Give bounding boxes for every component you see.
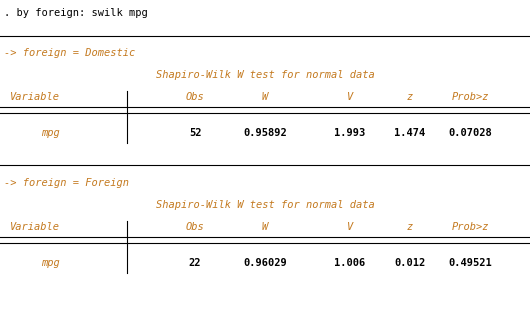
Text: 0.96029: 0.96029	[243, 258, 287, 268]
Text: -> foreign = Domestic: -> foreign = Domestic	[4, 48, 135, 58]
Text: Obs: Obs	[186, 222, 205, 232]
Text: 1.006: 1.006	[334, 258, 366, 268]
Text: Variable: Variable	[10, 222, 60, 232]
Text: 22: 22	[189, 258, 201, 268]
Text: Shapiro-Wilk W test for normal data: Shapiro-Wilk W test for normal data	[156, 70, 374, 80]
Text: 1.474: 1.474	[394, 128, 426, 138]
Text: Shapiro-Wilk W test for normal data: Shapiro-Wilk W test for normal data	[156, 200, 374, 210]
Text: 0.012: 0.012	[394, 258, 426, 268]
Text: . by foreign: swilk mpg: . by foreign: swilk mpg	[4, 8, 148, 18]
Text: Variable: Variable	[10, 92, 60, 102]
Text: mpg: mpg	[41, 128, 60, 138]
Text: 52: 52	[189, 128, 201, 138]
Text: V: V	[347, 92, 353, 102]
Text: W: W	[262, 92, 268, 102]
Text: z: z	[407, 222, 413, 232]
Text: 0.49521: 0.49521	[448, 258, 492, 268]
Text: V: V	[347, 222, 353, 232]
Text: mpg: mpg	[41, 258, 60, 268]
Text: z: z	[407, 92, 413, 102]
Text: 1.993: 1.993	[334, 128, 366, 138]
Text: Prob>z: Prob>z	[451, 92, 489, 102]
Text: Obs: Obs	[186, 92, 205, 102]
Text: 0.07028: 0.07028	[448, 128, 492, 138]
Text: W: W	[262, 222, 268, 232]
Text: 0.95892: 0.95892	[243, 128, 287, 138]
Text: Prob>z: Prob>z	[451, 222, 489, 232]
Text: -> foreign = Foreign: -> foreign = Foreign	[4, 178, 129, 188]
